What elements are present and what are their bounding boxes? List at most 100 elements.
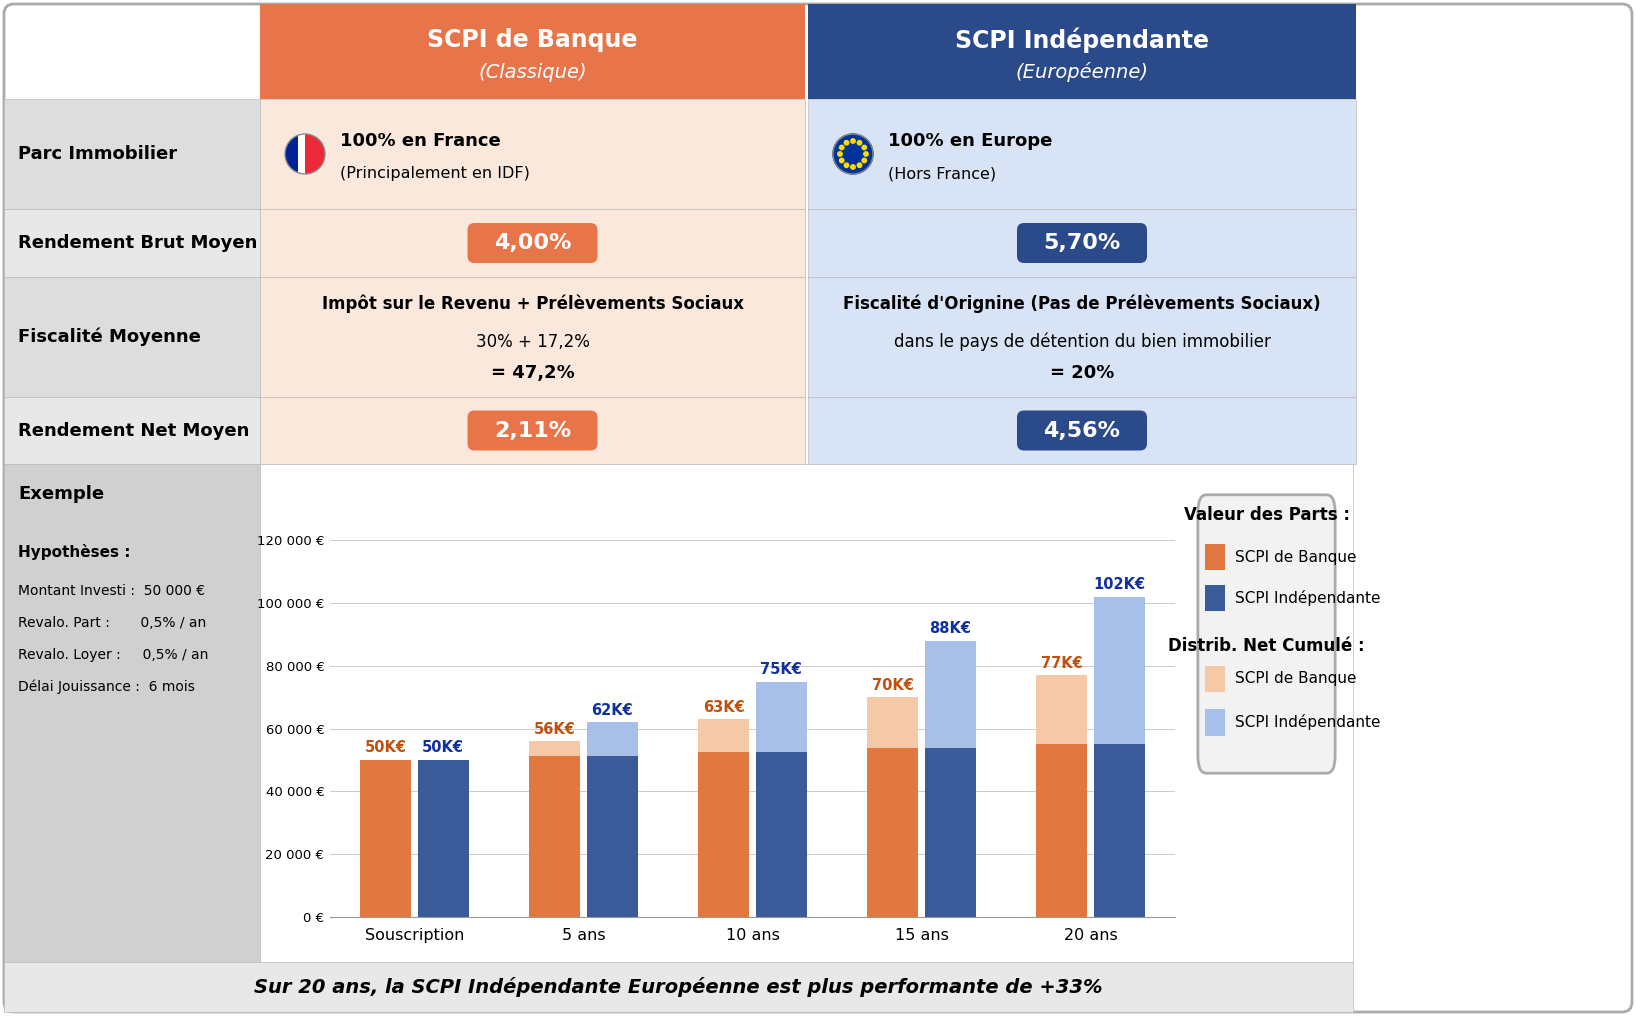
Circle shape: [862, 158, 867, 163]
Bar: [260, 4, 805, 99]
Text: Sur 20 ans, la SCPI Indépendante Européenne est plus performante de +33%: Sur 20 ans, la SCPI Indépendante Europée…: [254, 977, 1103, 997]
Text: SCPI de Banque: SCPI de Banque: [427, 28, 638, 52]
Text: Rendement Brut Moyen: Rendement Brut Moyen: [18, 234, 257, 252]
Circle shape: [851, 165, 856, 170]
Text: Valeur des Parts :: Valeur des Parts :: [1183, 506, 1350, 524]
Text: Revalo. Part :       0,5% / an: Revalo. Part : 0,5% / an: [18, 616, 206, 630]
Text: SCPI de Banque: SCPI de Banque: [1235, 550, 1356, 565]
Text: 5,70%: 5,70%: [1044, 233, 1121, 253]
Text: 56K€: 56K€: [533, 721, 576, 737]
Bar: [587, 722, 638, 756]
Text: SCPI Indépendante: SCPI Indépendante: [955, 27, 1209, 53]
Bar: [1094, 744, 1145, 917]
Circle shape: [285, 134, 326, 174]
Bar: [587, 756, 638, 917]
Bar: [808, 209, 1356, 277]
Bar: [1037, 744, 1086, 917]
Text: 70K€: 70K€: [872, 678, 915, 693]
Text: Fiscalité d'Orignine (Pas de Prélèvements Sociaux): Fiscalité d'Orignine (Pas de Prélèvement…: [843, 295, 1320, 313]
Bar: [808, 4, 1356, 99]
Bar: [417, 760, 468, 917]
Bar: [360, 760, 411, 917]
FancyBboxPatch shape: [468, 410, 597, 450]
Text: 2,11%: 2,11%: [494, 421, 571, 441]
Wedge shape: [304, 134, 326, 174]
Bar: [298, 134, 312, 174]
FancyBboxPatch shape: [1018, 223, 1147, 263]
Circle shape: [864, 151, 869, 156]
Text: 50K€: 50K€: [365, 741, 407, 755]
Bar: [924, 748, 975, 917]
Circle shape: [838, 151, 843, 156]
Bar: [530, 742, 581, 756]
Bar: [699, 719, 749, 752]
Bar: [1206, 584, 1225, 611]
Text: 30% + 17,2%: 30% + 17,2%: [476, 333, 589, 351]
Text: SCPI Indépendante: SCPI Indépendante: [1235, 589, 1381, 606]
Bar: [3, 99, 260, 209]
Bar: [530, 756, 581, 917]
Bar: [3, 397, 260, 464]
Circle shape: [839, 158, 844, 163]
Circle shape: [851, 139, 856, 143]
FancyBboxPatch shape: [1198, 495, 1335, 773]
Text: Revalo. Loyer :     0,5% / an: Revalo. Loyer : 0,5% / an: [18, 648, 208, 662]
Text: Exemple: Exemple: [18, 485, 105, 503]
Text: (Hors France): (Hors France): [888, 167, 996, 181]
FancyBboxPatch shape: [3, 4, 1633, 1012]
Text: 100% en France: 100% en France: [340, 132, 501, 149]
Circle shape: [857, 163, 862, 168]
Text: 50K€: 50K€: [422, 741, 465, 755]
Bar: [3, 277, 260, 397]
Bar: [1206, 709, 1225, 736]
Circle shape: [844, 163, 849, 168]
Bar: [867, 748, 918, 917]
Text: (Européenne): (Européenne): [1016, 62, 1148, 82]
Text: Impôt sur le Revenu + Prélèvements Sociaux: Impôt sur le Revenu + Prélèvements Socia…: [322, 295, 743, 313]
FancyBboxPatch shape: [468, 223, 597, 263]
Bar: [3, 962, 1353, 1012]
Text: 4,56%: 4,56%: [1044, 421, 1121, 441]
Text: Fiscalité Moyenne: Fiscalité Moyenne: [18, 328, 201, 346]
Bar: [808, 397, 1356, 464]
Text: 63K€: 63K€: [703, 700, 744, 714]
Text: Hypothèses :: Hypothèses :: [18, 544, 131, 560]
Bar: [260, 99, 805, 209]
Text: SCPI de Banque: SCPI de Banque: [1235, 672, 1356, 687]
Bar: [260, 397, 805, 464]
Text: = 20%: = 20%: [1050, 364, 1114, 382]
Bar: [808, 99, 1356, 209]
Text: 100% en Europe: 100% en Europe: [888, 132, 1052, 149]
Wedge shape: [285, 134, 304, 174]
Circle shape: [862, 145, 867, 149]
Text: Délai Jouissance :  6 mois: Délai Jouissance : 6 mois: [18, 680, 195, 695]
Text: SCPI Indépendante: SCPI Indépendante: [1235, 714, 1381, 731]
Text: 88K€: 88K€: [929, 621, 972, 636]
Circle shape: [839, 145, 844, 149]
Text: dans le pays de détention du bien immobilier: dans le pays de détention du bien immobi…: [893, 332, 1271, 352]
Bar: [1094, 596, 1145, 744]
Bar: [260, 209, 805, 277]
Bar: [699, 752, 749, 917]
Bar: [1206, 545, 1225, 570]
Text: (Classique): (Classique): [478, 63, 587, 82]
Text: Distrib. Net Cumulé :: Distrib. Net Cumulé :: [1168, 637, 1364, 654]
Bar: [1037, 676, 1086, 744]
Bar: [3, 464, 260, 962]
Text: 4,00%: 4,00%: [494, 233, 571, 253]
Bar: [756, 752, 807, 917]
Text: 75K€: 75K€: [761, 661, 802, 677]
Bar: [3, 209, 260, 277]
Bar: [260, 277, 805, 397]
Text: Rendement Net Moyen: Rendement Net Moyen: [18, 422, 249, 440]
Circle shape: [857, 140, 862, 145]
Circle shape: [833, 134, 874, 174]
Text: (Principalement en IDF): (Principalement en IDF): [340, 167, 530, 181]
Bar: [756, 682, 807, 752]
Text: 102K€: 102K€: [1093, 577, 1145, 592]
Bar: [1206, 665, 1225, 692]
Text: = 47,2%: = 47,2%: [491, 364, 574, 382]
Text: Parc Immobilier: Parc Immobilier: [18, 145, 177, 163]
Text: Montant Investi :  50 000 €: Montant Investi : 50 000 €: [18, 584, 205, 598]
Text: 62K€: 62K€: [591, 703, 633, 717]
